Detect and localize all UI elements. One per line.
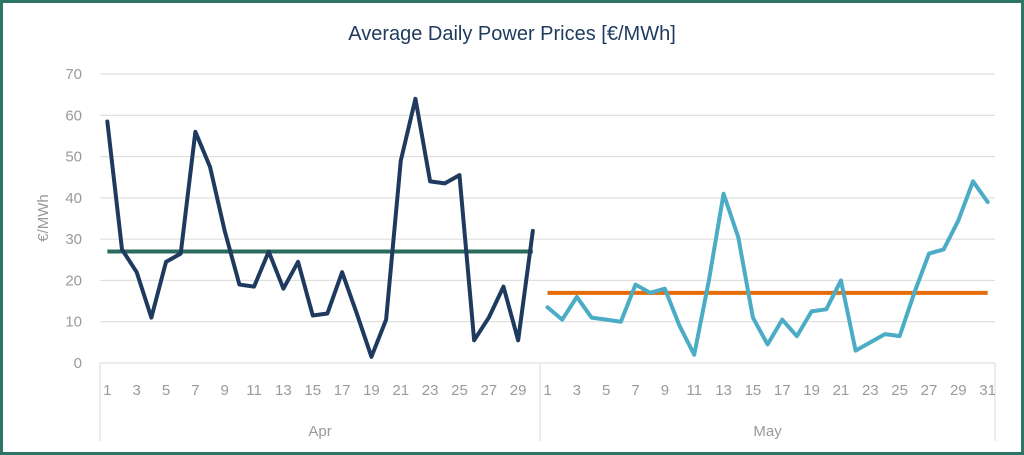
x-tick-may-9: 9 <box>661 382 669 399</box>
x-tick-may-7: 7 <box>631 382 639 399</box>
x-tick-may-25: 25 <box>891 382 908 399</box>
x-tick-apr-15: 15 <box>304 382 321 399</box>
x-tick-may-29: 29 <box>950 382 967 399</box>
average-lines <box>107 249 988 295</box>
x-tick-apr-5: 5 <box>162 382 170 399</box>
x-tick-apr-29: 29 <box>510 382 527 399</box>
series-line-may <box>545 179 990 357</box>
x-tick-may-21: 21 <box>833 382 850 399</box>
group-label-apr: Apr <box>308 423 331 440</box>
y-tick-10: 10 <box>65 314 82 331</box>
x-tick-may-27: 27 <box>921 382 938 399</box>
y-tick-50: 50 <box>65 149 82 166</box>
chart-title: Average Daily Power Prices [€/MWh] <box>348 23 676 45</box>
y-tick-30: 30 <box>65 231 82 248</box>
y-tick-0: 0 <box>74 355 82 372</box>
series-line-apr <box>105 96 535 359</box>
x-tick-apr-1: 1 <box>103 382 111 399</box>
x-tick-apr-21: 21 <box>392 382 409 399</box>
x-tick-may-5: 5 <box>602 382 610 399</box>
x-tick-apr-13: 13 <box>275 382 292 399</box>
x-tick-may-3: 3 <box>573 382 581 399</box>
x-tick-may-19: 19 <box>803 382 820 399</box>
x-tick-apr-9: 9 <box>221 382 229 399</box>
x-tick-apr-25: 25 <box>451 382 468 399</box>
x-tick-apr-27: 27 <box>480 382 497 399</box>
grid-lines <box>100 73 995 323</box>
x-tick-may-15: 15 <box>745 382 762 399</box>
x-tick-may-23: 23 <box>862 382 879 399</box>
x-tick-apr-17: 17 <box>334 382 351 399</box>
y-axis-label: €/MWh <box>35 194 52 242</box>
x-tick-apr-11: 11 <box>246 382 262 399</box>
x-tick-may-17: 17 <box>774 382 791 399</box>
y-tick-40: 40 <box>65 190 82 207</box>
x-tick-may-13: 13 <box>715 382 732 399</box>
series-lines <box>105 96 990 359</box>
x-tick-apr-7: 7 <box>191 382 199 399</box>
y-tick-20: 20 <box>65 272 82 289</box>
x-tick-apr-23: 23 <box>422 382 439 399</box>
y-tick-70: 70 <box>65 66 82 83</box>
x-tick-apr-3: 3 <box>133 382 141 399</box>
x-tick-may-1: 1 <box>543 382 551 399</box>
y-tick-labels: 0 10 20 30 40 50 60 70 <box>65 66 82 372</box>
group-label-may: May <box>753 423 782 440</box>
x-tick-may-11: 11 <box>686 382 702 399</box>
y-tick-60: 60 <box>65 107 82 124</box>
x-tick-apr-19: 19 <box>363 382 380 399</box>
x-tick-may-31: 31 <box>979 382 996 399</box>
